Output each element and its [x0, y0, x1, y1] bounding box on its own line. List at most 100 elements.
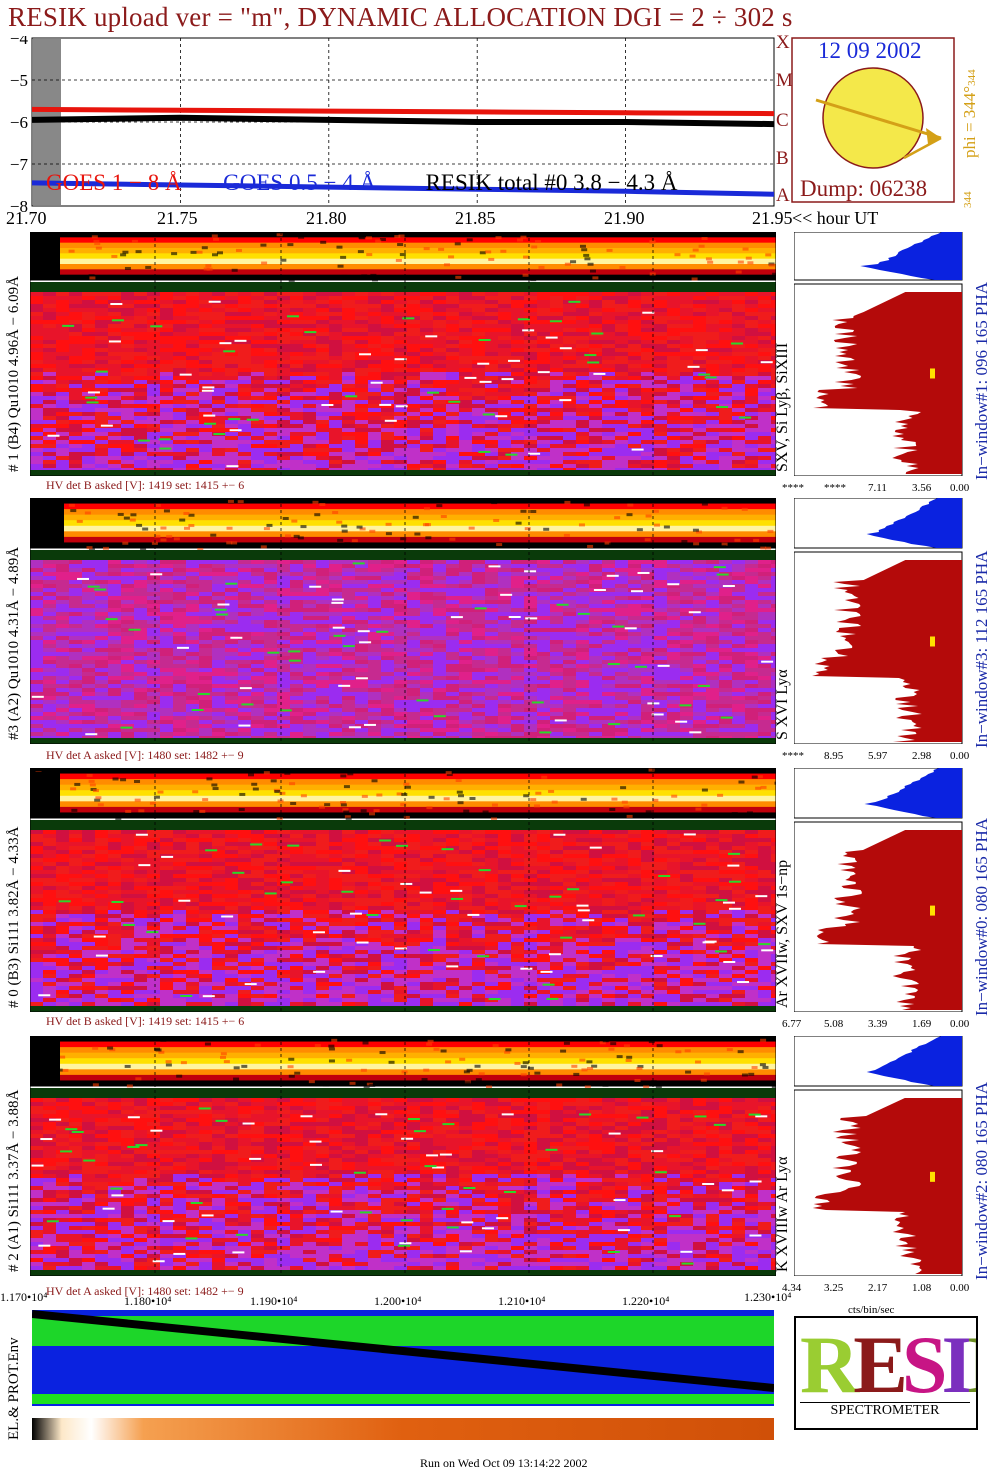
pha-window-label: In−window#2: 080 165 PHA	[972, 1081, 991, 1280]
class-label: B	[776, 148, 789, 169]
class-label: X	[776, 32, 790, 53]
sun-date: 12 09 2002	[818, 38, 922, 63]
pha-tick-label: 0.00	[950, 1282, 970, 1294]
x-tick-label: 21.70	[6, 208, 47, 228]
line-label: K XVIIIw Ar Lyα	[774, 1156, 791, 1272]
pha-histogram	[794, 1036, 963, 1276]
detector-spectrogram	[30, 498, 776, 744]
detector-spectrogram	[30, 1036, 776, 1276]
pha-tick-label: 0.00	[950, 750, 970, 762]
pha-window-label: In−window#1: 096 165 PHA	[972, 281, 991, 480]
pha-main-fill	[812, 560, 962, 742]
line-label: S XVI Lyα	[774, 669, 791, 740]
pha-marker	[930, 1171, 935, 1182]
page-title: RESIK upload ver = "m", DYNAMIC ALLOCATI…	[8, 2, 793, 32]
legend-goes-short: GOES 0.5 − 4 Å	[223, 170, 377, 195]
class-label: A	[776, 185, 790, 206]
detector-label: # 2 (A1) Si111 3.37Å − 3.88Å	[6, 1089, 22, 1272]
pha-ticks: **** 8.95 5.97 2.98 0.00	[780, 750, 980, 764]
environment-plot	[32, 1310, 774, 1440]
y-tick-label: −5	[10, 71, 28, 90]
x-tick-label: 21.75	[157, 208, 198, 228]
pha-tick-label: 3.39	[868, 1018, 888, 1030]
pha-tick-label: ****	[782, 482, 804, 494]
legend-goes-long: GOES 1 − 8 Å	[46, 170, 182, 195]
env-x-tick: 1.170•10⁴	[0, 1290, 48, 1304]
legend-resik-total: RESIK total #0 3.8 − 4.3 Å	[425, 170, 678, 195]
env-colorbar	[32, 1418, 774, 1440]
detector-dead-zone	[30, 1040, 60, 1082]
detector-label: #3 (A2) Qu1010 4.31Å − 4.89Å	[6, 546, 22, 740]
phi-arrow	[815, 98, 942, 140]
pha-tick-label: 8.95	[824, 750, 844, 762]
pha-tick-label: 3.56	[912, 482, 932, 494]
pha-marker	[930, 905, 935, 916]
pha-tick-label: 3.25	[824, 1282, 844, 1294]
hv-readout: HV det B asked [V]: 1419 set: 1415 +− 6	[46, 478, 245, 492]
env-x-tick: 1.180•10⁴	[124, 1294, 172, 1308]
pha-tick-label: 5.08	[824, 1018, 844, 1030]
run-timestamp: Run on Wed Oct 09 13:14:22 2002	[420, 1456, 588, 1470]
light-curve-y-ticks: −4 −5 −6 −7 −8	[10, 36, 29, 216]
pha-ticks: 6.77 5.08 3.39 1.69 0.00	[780, 1018, 980, 1032]
pha-tick-label: 2.98	[912, 750, 932, 762]
hv-readout: HV det A asked [V]: 1480 set: 1482 +− 9	[46, 1284, 244, 1298]
pha-strip-fill	[864, 768, 962, 818]
pha-strip-fill	[866, 1036, 962, 1086]
x-axis-suffix: << hour UT	[792, 208, 879, 228]
y-tick-label: −4	[10, 36, 29, 48]
env-x-tick: 1.230•10⁴	[744, 1290, 792, 1304]
phi-value: phi = 344°	[960, 85, 979, 158]
env-x-tick: 1.220•10⁴	[622, 1294, 670, 1308]
logo-caption: SPECTROMETER	[800, 1402, 970, 1419]
env-trend-line	[32, 1310, 774, 1392]
dump-number: Dump: 06238	[800, 176, 928, 201]
detector-dead-zone	[30, 772, 60, 814]
pha-strip-fill	[860, 232, 962, 280]
pha-ticks: **** **** 7.11 3.56 0.00	[780, 482, 980, 496]
flare-class-scale: X M C B A	[774, 30, 794, 210]
series-line	[31, 114, 775, 128]
pha-marker	[930, 636, 935, 647]
class-label: M	[776, 70, 793, 91]
pha-tick-label: ****	[782, 750, 804, 762]
env-x-axis: 1.170•10⁴ 1.180•10⁴ 1.190•10⁴ 1.200•10⁴ …	[0, 1290, 800, 1310]
y-tick-label: −6	[10, 113, 28, 132]
env-x-tick: 1.200•10⁴	[374, 1294, 422, 1308]
pha-main-fill	[816, 830, 962, 1010]
pha-tick-label: 6.77	[782, 1018, 802, 1030]
legend: GOES 1 − 8 Å GOES 0.5 − 4 Å RESIK total …	[46, 170, 677, 196]
series-line	[31, 180, 775, 197]
resik-logo: RESIK SPECTROMETER	[794, 1316, 978, 1430]
pha-tick-label: 5.97	[868, 750, 888, 762]
y-tick-label: −8	[10, 197, 28, 216]
detector-dead-zone	[30, 236, 60, 276]
detector-dead-zone	[30, 502, 64, 544]
pha-window-label: In−window#3: 112 165 PHA	[972, 550, 991, 748]
pha-strip-fill	[866, 498, 962, 548]
x-tick-label: 21.85	[455, 208, 496, 228]
pha-tick-label: 0.00	[950, 1018, 970, 1030]
x-tick-label: 21.80	[306, 208, 347, 228]
env-x-tick: 1.190•10⁴	[250, 1294, 298, 1308]
pha-x-label: cts/bin/sec	[848, 1304, 895, 1316]
pha-tick-label: 1.69	[912, 1018, 932, 1030]
pha-marker	[930, 368, 935, 379]
env-x-tick: 1.210•10⁴	[498, 1294, 546, 1308]
class-label: C	[776, 110, 789, 131]
pha-main-fill	[813, 292, 962, 474]
x-tick-label: 21.95	[752, 208, 793, 228]
detector-label: # 1 (B4) Qu1010 4.96Å − 6.09Å	[6, 276, 22, 472]
pha-histogram	[794, 232, 963, 476]
logo-letters: RESIK	[800, 1319, 976, 1410]
hv-readout: HV det B asked [V]: 1419 set: 1415 +− 6	[46, 1014, 245, 1028]
pha-tick-label: ****	[824, 482, 846, 494]
line-label: Ar XVIIw, SXV 1s−np	[774, 859, 791, 1008]
light-curve-series	[31, 106, 775, 197]
env-y-label: EL.& PROT.Env	[6, 1337, 22, 1440]
detector-label: # 0 (B3) Si111 3.82Å − 4.33Å	[6, 826, 22, 1008]
pha-main-fill	[812, 1098, 962, 1274]
hv-readout: HV det A asked [V]: 1480 set: 1482 +− 9	[46, 748, 244, 762]
series-line	[31, 106, 775, 117]
detector-spectrogram	[30, 768, 776, 1012]
